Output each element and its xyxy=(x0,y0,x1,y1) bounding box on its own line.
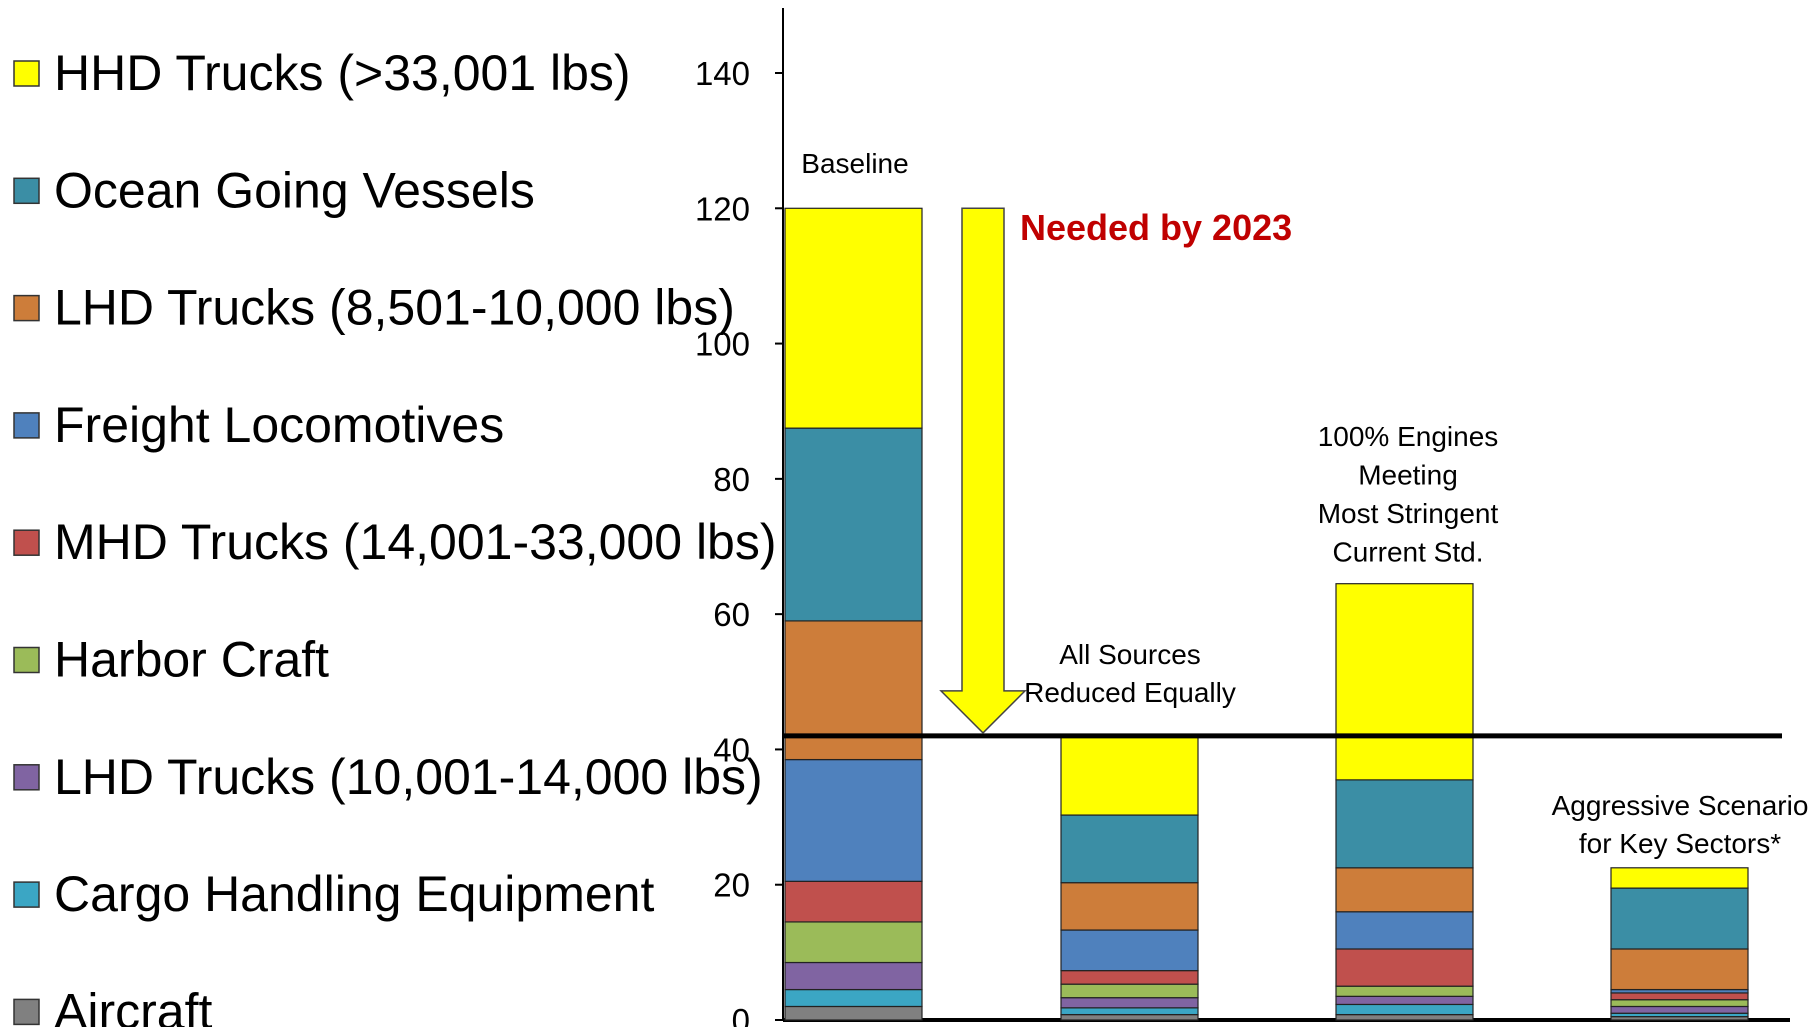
bar-segment xyxy=(1061,1008,1198,1015)
legend-swatch xyxy=(14,296,39,321)
legend-swatch xyxy=(14,882,39,907)
legend-label: LHD Trucks (10,001-14,000 lbs) xyxy=(54,749,763,805)
y-tick-label: 120 xyxy=(695,190,750,227)
bar-segment xyxy=(1061,737,1198,815)
bar-segment xyxy=(785,621,922,760)
bar-segment xyxy=(1061,998,1198,1008)
bar-segment xyxy=(1336,996,1473,1004)
engines-label: Current Std. xyxy=(1333,537,1484,568)
bar-segment xyxy=(1061,1015,1198,1020)
bars xyxy=(785,208,1748,1020)
bar-segment xyxy=(1611,868,1748,888)
bar-segment xyxy=(1061,971,1198,985)
bar-segment xyxy=(1336,1015,1473,1020)
bar-segment xyxy=(1611,1000,1748,1007)
bar-segment xyxy=(785,963,922,990)
legend-label: HHD Trucks (>33,001 lbs) xyxy=(54,45,631,101)
y-tick-label: 20 xyxy=(713,867,750,904)
y-tick-label: 0 xyxy=(732,1002,750,1027)
legend-swatch xyxy=(14,61,39,86)
bar-segment xyxy=(785,881,922,922)
legend-swatch xyxy=(14,178,39,203)
bar-segment xyxy=(1336,780,1473,868)
y-tick-label: 140 xyxy=(695,55,750,92)
bar-segment xyxy=(1336,912,1473,949)
equal-reduction-label: All Sources xyxy=(1059,639,1201,670)
legend-label: MHD Trucks (14,001-33,000 lbs) xyxy=(54,514,777,570)
engines-label: Meeting xyxy=(1358,460,1458,491)
legend-label: Freight Locomotives xyxy=(54,397,504,453)
bar-segment xyxy=(1061,883,1198,930)
legend-swatch xyxy=(14,413,39,438)
bar-segment xyxy=(785,1006,922,1020)
baseline-label: Baseline xyxy=(801,148,908,179)
reduction-arrow xyxy=(941,208,1025,733)
legend-label: Ocean Going Vessels xyxy=(54,162,535,218)
bar-segment xyxy=(1611,888,1748,949)
needed-by-label: Needed by 2023 xyxy=(1020,207,1292,248)
y-tick-label: 60 xyxy=(713,596,750,633)
legend-label: LHD Trucks (8,501-10,000 lbs) xyxy=(54,280,735,336)
legend-label: Aircraft xyxy=(54,983,212,1027)
engines-label: Most Stringent xyxy=(1318,498,1499,529)
engines-label: 100% Engines xyxy=(1318,421,1499,452)
bar-segment xyxy=(785,760,922,882)
bar-segment xyxy=(1336,1004,1473,1014)
bar-segment xyxy=(1336,986,1473,996)
bar-segment xyxy=(1611,1006,1748,1013)
y-tick-label: 100 xyxy=(695,326,750,363)
legend-label: Cargo Handling Equipment xyxy=(54,866,654,922)
y-tick-label: 40 xyxy=(713,731,750,768)
legend-swatch xyxy=(14,530,39,555)
bar-segment xyxy=(785,208,922,428)
aggressive-scenario-label: for Key Sectors* xyxy=(1579,828,1781,859)
legend-swatch xyxy=(14,999,39,1024)
bar-segment xyxy=(1061,815,1198,883)
annotations: Needed by 2023 Baseline All Sources Reduced… xyxy=(783,148,1808,859)
bar-segment xyxy=(1611,993,1748,1000)
bar-segment xyxy=(1611,949,1748,990)
equal-reduction-label: Reduced Equally xyxy=(1024,677,1236,708)
y-tick-label: 80 xyxy=(713,461,750,498)
bar-segment xyxy=(785,922,922,963)
bar-segment xyxy=(1336,949,1473,986)
aggressive-scenario-label: Aggressive Scenario xyxy=(1552,790,1808,821)
bar-segment xyxy=(785,990,922,1007)
bar-segment xyxy=(1061,984,1198,998)
bar-segment xyxy=(1336,868,1473,912)
legend: HHD Trucks (>33,001 lbs) Ocean Going Vess… xyxy=(14,45,777,1027)
bar-segment xyxy=(1061,930,1198,971)
legend-swatch xyxy=(14,765,39,790)
legend-label: Harbor Craft xyxy=(54,632,329,688)
legend-swatch xyxy=(14,648,39,673)
bar-segment xyxy=(1336,584,1473,780)
bar-segment xyxy=(785,428,922,621)
